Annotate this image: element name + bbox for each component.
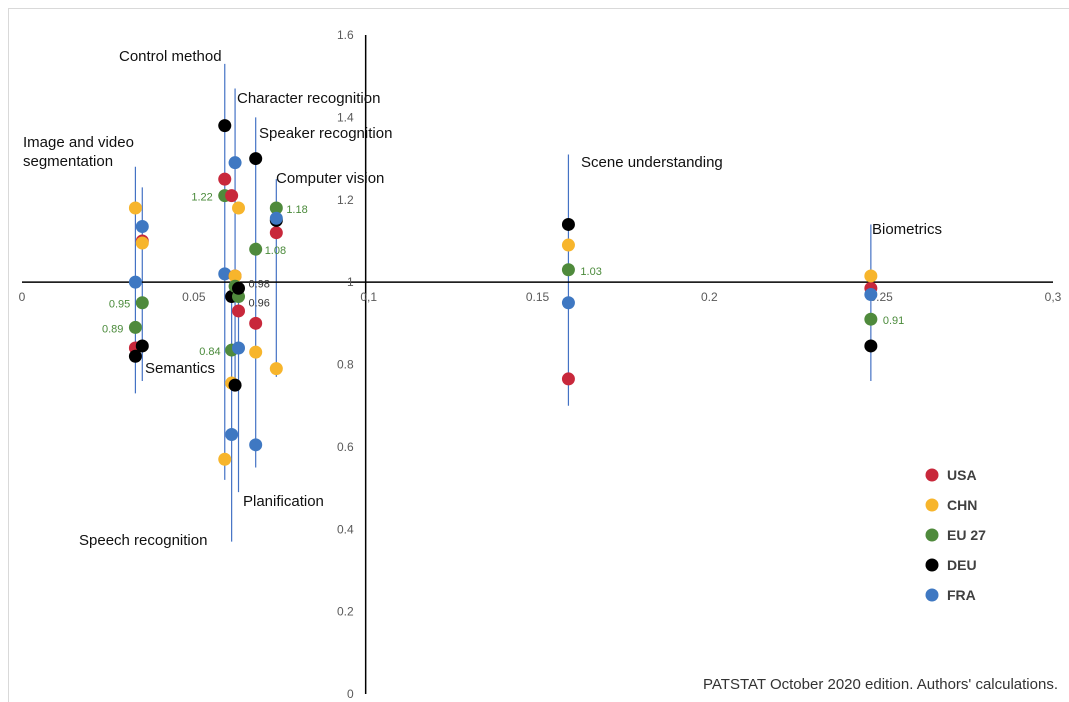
data-point — [128, 320, 142, 334]
data-point — [249, 242, 263, 256]
data-label: 0.84 — [199, 346, 220, 358]
data-point — [864, 269, 878, 283]
source-note: PATSTAT October 2020 edition. Authors' c… — [703, 676, 1058, 693]
data-point — [225, 428, 239, 442]
category-label: Image and video segmentation — [23, 134, 134, 170]
data-point — [561, 372, 575, 386]
data-point — [269, 201, 283, 215]
y-tick-label: 0.6 — [337, 440, 354, 454]
legend-label: EU 27 — [947, 527, 986, 543]
data-point — [864, 287, 878, 301]
data-point — [269, 226, 283, 240]
data-point — [232, 341, 246, 355]
data-point — [864, 339, 878, 353]
data-point — [128, 201, 142, 215]
data-label: 0.95 — [109, 299, 130, 311]
y-tick-label: 1 — [347, 275, 354, 289]
axes — [22, 35, 1053, 694]
data-point — [128, 275, 142, 289]
legend-marker — [925, 558, 939, 572]
y-tick-label: 0.8 — [337, 358, 354, 372]
x-tick-label: 0,1 — [360, 290, 377, 304]
data-point — [232, 201, 246, 215]
category-label: Planification — [243, 493, 324, 510]
data-point — [135, 339, 149, 353]
data-point — [561, 217, 575, 231]
category-label: Biometrics — [872, 221, 942, 238]
category-labels: Image and video segmentation Semantics Cont… — [23, 48, 942, 549]
data-point — [218, 119, 232, 133]
chart-frame — [8, 8, 1069, 702]
y-tick-label: 1.4 — [337, 110, 354, 124]
x-tick-label: 0.2 — [701, 290, 718, 304]
data-label: 0.98 — [249, 278, 270, 290]
x-tick-label: 0.15 — [526, 290, 550, 304]
x-tick-label: 0 — [19, 290, 26, 304]
category-label: Control method — [119, 48, 222, 65]
category-label: Scene understanding — [581, 154, 723, 171]
data-point — [218, 452, 232, 466]
data-point — [228, 269, 242, 283]
legend-label: FRA — [947, 587, 976, 603]
category-label: Computer vision — [276, 170, 384, 187]
data-label: 1.03 — [580, 266, 601, 278]
data-point — [561, 296, 575, 310]
category-label: Speaker recognition — [259, 125, 392, 142]
data-label: 1.08 — [265, 245, 286, 257]
legend-label: USA — [947, 467, 977, 483]
data-point — [232, 281, 246, 295]
data-point — [135, 236, 149, 250]
legend-marker — [925, 528, 939, 542]
category-lines — [134, 63, 872, 542]
y-tick-label: 1.2 — [337, 193, 354, 207]
data-point — [561, 263, 575, 277]
x-tick-label: 0.05 — [182, 290, 206, 304]
data-point — [225, 189, 239, 203]
data-labels: 0.89 0.95 1.22 0.84 0.96 0.98 1.08 1.18 1.03 0.91 — [102, 192, 904, 358]
data-point — [228, 156, 242, 170]
data-label: 0.89 — [102, 323, 123, 335]
category-label: Character recognition — [237, 90, 380, 107]
x-tick-label: 0,3 — [1045, 290, 1062, 304]
data-point — [135, 296, 149, 310]
data-label: 0.91 — [883, 315, 904, 327]
legend-marker — [925, 468, 939, 482]
data-point — [232, 304, 246, 318]
data-point — [228, 378, 242, 392]
y-tick-label: 0 — [347, 687, 354, 701]
data-point — [218, 267, 232, 281]
legend-label: CHN — [947, 497, 977, 513]
data-point — [249, 438, 263, 452]
y-tick-label: 0.2 — [337, 605, 354, 619]
data-point — [128, 349, 142, 363]
legend-marker — [925, 498, 939, 512]
data-label: 1.22 — [191, 192, 212, 204]
category-label: Speech recognition — [79, 532, 207, 549]
data-point — [135, 220, 149, 234]
data-point — [561, 238, 575, 252]
legend-label: DEU — [947, 557, 977, 573]
y-tick-label: 0.4 — [337, 522, 354, 536]
data-point — [864, 312, 878, 326]
data-point — [249, 152, 263, 166]
tick-labels: 0 0.05 0,1 0.15 0.2 0.25 0,300.20.40.60.811.21… — [19, 28, 1062, 701]
legend: USA CHN EU 27 DEU FRA — [925, 467, 986, 603]
data-point — [269, 362, 283, 376]
data-points — [128, 119, 878, 466]
data-label: 1.18 — [286, 204, 307, 216]
data-point — [218, 172, 232, 186]
data-point — [249, 316, 263, 330]
data-point — [249, 345, 263, 359]
category-label: Semantics — [145, 360, 215, 377]
y-tick-label: 1.6 — [337, 28, 354, 42]
legend-marker — [925, 588, 939, 602]
data-point — [269, 211, 283, 225]
data-label: 0.96 — [249, 298, 270, 310]
